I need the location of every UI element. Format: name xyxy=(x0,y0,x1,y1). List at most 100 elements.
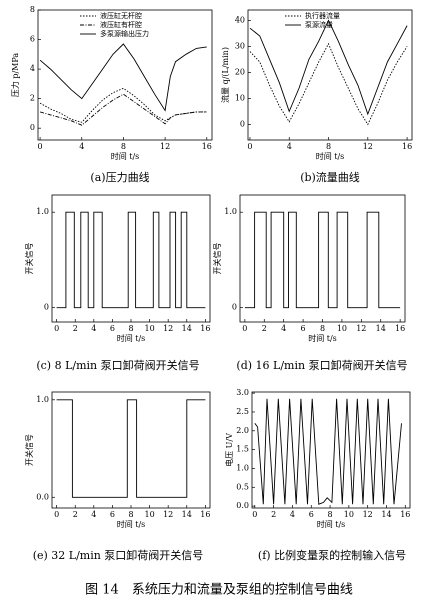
panel-caption: (e) 32 L/min 泵口卸荷阀开关信号 xyxy=(33,548,204,562)
y-axis-label: 电压 U/V xyxy=(224,433,234,467)
x-tick-label: 14 xyxy=(381,510,391,519)
x-tick-label: 0 xyxy=(247,142,252,151)
legend-label: 液压缸有杆腔 xyxy=(100,20,142,29)
legend-label: 泵源流量 xyxy=(305,20,333,29)
data-line xyxy=(56,399,206,498)
x-tick-label: 12 xyxy=(356,324,366,333)
x-tick-label: 12 xyxy=(160,142,170,151)
x-tick-label: 0 xyxy=(54,324,59,333)
y-tick-label: 1.0 xyxy=(224,207,237,216)
x-tick-label: 0 xyxy=(252,510,257,519)
x-tick-label: 6 xyxy=(309,510,314,519)
x-tick-label: 2 xyxy=(262,324,267,333)
figure-caption: 图 14 系统压力和流量及泵组的控制信号曲线 xyxy=(85,582,353,598)
y-axis-label: 开关信号 xyxy=(24,243,34,275)
panel-caption: (b)流量曲线 xyxy=(300,170,360,184)
x-axis-label: 时间 t/s xyxy=(308,333,337,343)
y-tick-label: 30 xyxy=(235,41,245,50)
data-line xyxy=(249,42,408,126)
x-tick-label: 14 xyxy=(376,324,386,333)
y-tick-label: 0.0 xyxy=(36,492,49,501)
data-line xyxy=(39,43,207,112)
y-tick-label: 1.0 xyxy=(36,207,49,216)
x-tick-label: 16 xyxy=(395,324,405,333)
panel-caption: (d) 16 L/min 泵口卸荷阀开关信号 xyxy=(236,358,407,372)
plot-frame xyxy=(247,9,413,141)
x-tick-label: 0 xyxy=(54,510,59,519)
x-tick-label: 14 xyxy=(182,510,192,519)
y-tick-label: 0.0 xyxy=(236,501,249,510)
x-tick-label: 8 xyxy=(128,510,133,519)
x-axis-label: 时间 t/s xyxy=(111,151,140,161)
y-tick-label: 0 xyxy=(232,303,237,312)
y-axis-label: 流量 q/(L/min) xyxy=(220,47,230,103)
x-tick-label: 8 xyxy=(328,510,333,519)
x-tick-label: 4 xyxy=(79,142,84,151)
panel-caption: (a)压力曲线 xyxy=(90,170,149,184)
x-tick-label: 10 xyxy=(344,510,354,519)
x-tick-label: 12 xyxy=(163,324,173,333)
x-tick-label: 8 xyxy=(121,142,126,151)
x-tick-label: 12 xyxy=(363,510,373,519)
x-axis-label: 时间 t/s xyxy=(117,519,146,529)
x-tick-label: 8 xyxy=(320,324,325,333)
x-tick-label: 12 xyxy=(363,142,373,151)
x-tick-label: 16 xyxy=(402,142,412,151)
x-tick-label: 6 xyxy=(301,324,306,333)
y-axis-label: 压力 p/MPa xyxy=(10,53,20,98)
x-tick-label: 12 xyxy=(163,510,173,519)
data-line xyxy=(249,19,408,116)
x-tick-label: 10 xyxy=(144,324,154,333)
y-tick-label: 6 xyxy=(30,35,35,44)
y-tick-label: 1.5 xyxy=(236,445,249,454)
data-line xyxy=(39,93,207,126)
x-tick-label: 6 xyxy=(110,324,115,333)
y-tick-label: 10 xyxy=(235,93,245,102)
y-tick-label: 0.5 xyxy=(236,482,249,491)
x-tick-label: 4 xyxy=(91,510,96,519)
y-tick-label: 1.0 xyxy=(236,463,249,472)
legend-label: 液压缸无杆腔 xyxy=(100,11,142,20)
plot-frame xyxy=(51,194,211,323)
x-tick-label: 4 xyxy=(287,142,292,151)
panel-caption: (c) 8 L/min 泵口卸荷阀开关信号 xyxy=(36,358,199,372)
y-tick-label: 4 xyxy=(30,64,35,73)
plot-frame xyxy=(239,194,406,323)
y-tick-label: 0 xyxy=(240,119,245,128)
y-tick-label: 0 xyxy=(30,123,35,132)
y-tick-label: 2.0 xyxy=(236,426,249,435)
x-axis-label: 时间 t/s xyxy=(117,333,146,343)
x-tick-label: 0 xyxy=(38,142,43,151)
data-line xyxy=(244,211,401,309)
x-tick-label: 16 xyxy=(200,324,210,333)
x-tick-label: 6 xyxy=(110,510,115,519)
data-line xyxy=(56,211,206,309)
legend-label: 多泵源输出压力 xyxy=(100,29,149,38)
x-axis-label: 时间 t/s xyxy=(316,151,345,161)
x-tick-label: 16 xyxy=(400,510,410,519)
y-tick-label: 20 xyxy=(235,67,245,76)
y-axis-label: 开关信号 xyxy=(24,434,34,466)
x-tick-label: 10 xyxy=(337,324,347,333)
y-tick-label: 40 xyxy=(235,15,245,24)
y-tick-label: 0 xyxy=(44,303,49,312)
plot-frame xyxy=(251,391,411,509)
x-tick-label: 0 xyxy=(242,324,247,333)
legend-label: 执行器流量 xyxy=(305,11,340,20)
x-tick-label: 16 xyxy=(200,510,210,519)
data-line xyxy=(39,87,207,123)
x-tick-label: 4 xyxy=(281,324,286,333)
x-tick-label: 4 xyxy=(91,324,96,333)
y-tick-label: 3.0 xyxy=(236,388,249,397)
x-tick-label: 16 xyxy=(202,142,212,151)
x-tick-label: 14 xyxy=(182,324,192,333)
x-tick-label: 2 xyxy=(73,324,78,333)
x-tick-label: 8 xyxy=(326,142,331,151)
panel-caption: (f) 比例变量泵的控制输入信号 xyxy=(258,548,406,562)
data-line xyxy=(254,398,402,505)
y-tick-label: 1.0 xyxy=(36,395,49,404)
x-tick-label: 10 xyxy=(144,510,154,519)
y-tick-label: 8 xyxy=(30,5,35,14)
plot-frame xyxy=(51,391,211,509)
